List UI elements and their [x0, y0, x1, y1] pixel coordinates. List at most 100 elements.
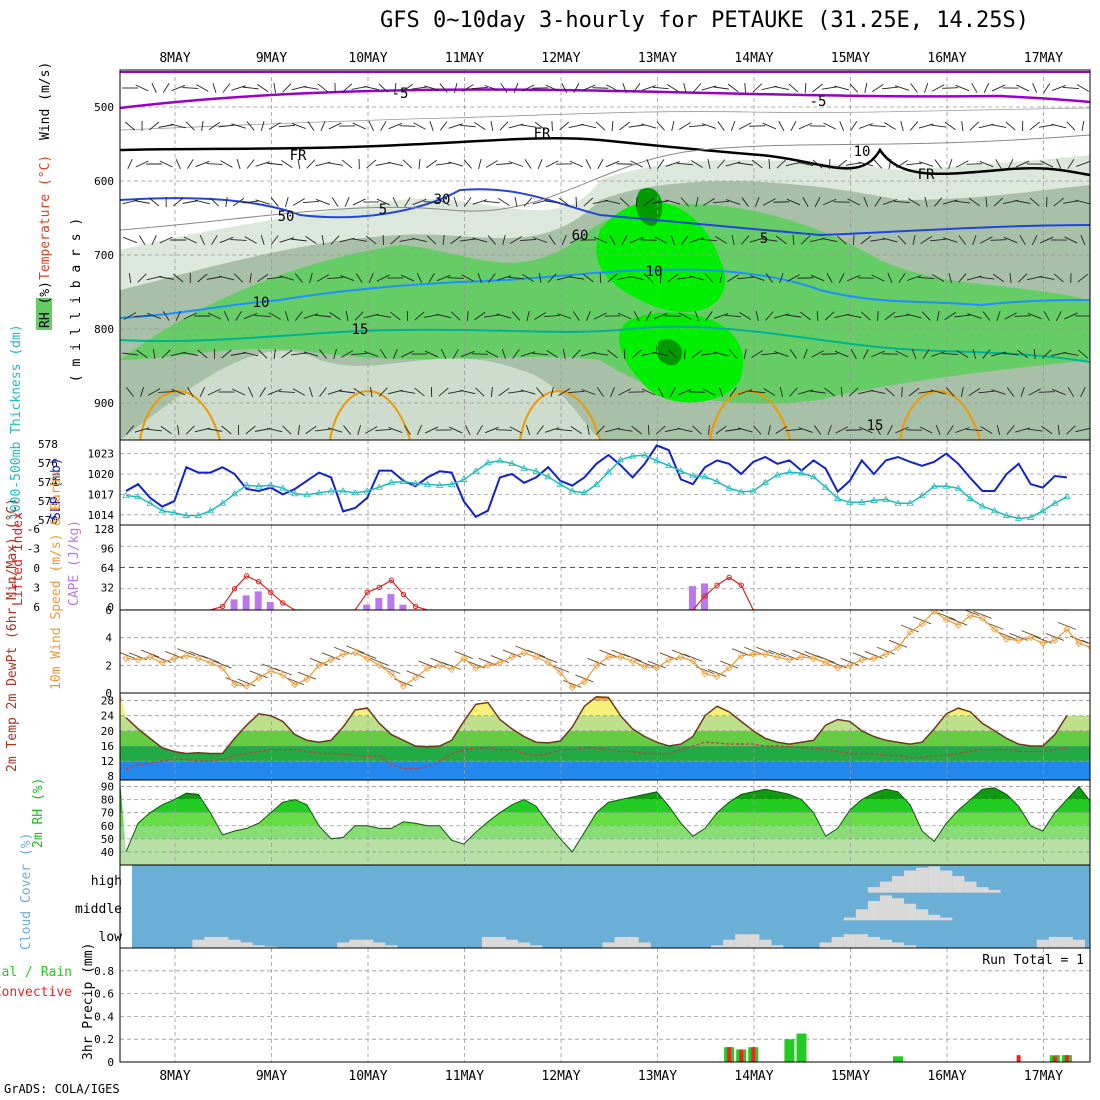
- wind-barb: [599, 272, 602, 284]
- thickness-point: [291, 490, 299, 497]
- lifted-index-point: [726, 574, 732, 581]
- rh-tick: 50: [101, 833, 114, 846]
- wind-barb: [1006, 425, 1015, 435]
- wind-barb: [586, 310, 591, 322]
- cloud-low-bar: [1036, 939, 1049, 948]
- cloud-low-bar: [747, 934, 760, 948]
- cloud-panel: [132, 865, 1090, 948]
- wind-barb: [954, 200, 971, 204]
- wind-barb: [471, 353, 488, 355]
- wind-barb: [839, 120, 845, 132]
- contour-label: FR: [290, 148, 307, 164]
- wind-barb: [333, 348, 337, 360]
- isotherm-20: [1089, 435, 1090, 440]
- thickness-point: [833, 494, 842, 501]
- wind-barb: [152, 348, 156, 360]
- wind-speed-point: [966, 611, 974, 620]
- wind-barb: [948, 272, 952, 284]
- wind-barb: [375, 429, 392, 431]
- footer-credit: GrADS: COLA/IGES: [4, 1082, 120, 1096]
- wind-barb: [522, 274, 534, 282]
- wind-barb: [394, 82, 397, 94]
- wind-barb: [1057, 424, 1060, 436]
- wind-barb: [160, 425, 172, 435]
- wind-speed-point: [882, 650, 890, 658]
- wind-barb: [845, 162, 862, 166]
- wind-barb: [930, 124, 947, 128]
- wind-barb: [668, 349, 678, 359]
- wind-barb: [594, 312, 607, 320]
- wind-barb: [146, 428, 163, 432]
- chart-title: GFS 0~10day 3-hourly for PETAUKE (31.25E…: [380, 8, 1030, 33]
- wind-barb: [466, 310, 469, 322]
- wind-speed-point: [665, 656, 673, 664]
- wind-barb: [242, 86, 259, 90]
- wind-speed-point: [749, 650, 757, 658]
- lifted-index-point: [376, 584, 383, 591]
- wind-barb: [725, 314, 742, 318]
- lifted-index-point: [364, 589, 370, 595]
- wind-barb: [715, 236, 727, 244]
- thickness-point: [737, 488, 745, 495]
- wind-barb: [978, 276, 995, 280]
- wind-barb: [547, 273, 557, 283]
- cloud-high-bar: [916, 867, 929, 893]
- wind-barb: [218, 124, 235, 128]
- wind-barb: [512, 349, 520, 359]
- wind-barb: [212, 82, 217, 94]
- wind-speed-point: [194, 654, 202, 662]
- cloud-low-bar: [892, 942, 905, 948]
- wind-barb: [776, 159, 787, 169]
- wind-barb: [170, 123, 186, 129]
- wind-barb: [171, 84, 186, 92]
- cloud-high-bar: [879, 881, 893, 893]
- wind-barb: [956, 350, 969, 358]
- wind-barb: [339, 390, 356, 394]
- wind-barb: [533, 237, 548, 243]
- wind-barb: [738, 122, 752, 130]
- wind-barb: [678, 388, 692, 396]
- cloud-low-bar: [264, 946, 277, 948]
- wind-barb: [513, 82, 519, 94]
- wind-barb: [536, 387, 545, 397]
- wind-barb: [713, 200, 730, 204]
- wind-barb: [619, 197, 630, 207]
- wind-barb: [786, 198, 801, 206]
- wind-barb: [404, 425, 411, 435]
- wind-barb: [219, 236, 234, 244]
- wind-barb: [1051, 85, 1066, 91]
- wind-barb: [862, 349, 869, 359]
- wind-barb: [665, 161, 680, 167]
- wind-barb: [510, 236, 522, 244]
- wind-barb: [452, 349, 459, 359]
- wind-barb: [826, 273, 833, 283]
- wind-barb: [162, 311, 170, 321]
- wind-barb: [173, 197, 184, 207]
- wind-barb: [201, 120, 204, 132]
- wind-barb: [667, 273, 679, 283]
- wind-barb: [898, 273, 906, 283]
- wind-barb: [643, 197, 655, 207]
- contour-label: 50: [278, 209, 295, 225]
- wind-barb: [343, 425, 352, 435]
- wind-speed-point: [1039, 639, 1047, 647]
- wind-barb: [499, 121, 509, 131]
- thickness-point: [520, 464, 528, 471]
- wind-speed-point: [375, 661, 383, 669]
- wind-barb: [368, 121, 374, 131]
- thickness-point: [846, 498, 854, 505]
- wind-barb: [477, 272, 482, 284]
- wind-barb: [895, 350, 909, 358]
- wind-barb: [885, 387, 895, 397]
- wind-barb: [449, 426, 463, 434]
- wind-barb: [1067, 159, 1075, 169]
- thickness-point: [267, 481, 275, 488]
- wind-barb: [243, 351, 259, 357]
- thickness-point: [713, 477, 721, 484]
- wind-barb: [158, 276, 174, 280]
- rh-tick: 70: [101, 807, 114, 820]
- wind-speed-point: [785, 656, 794, 664]
- wind-barb: [958, 273, 967, 283]
- wind-barb: [849, 83, 859, 93]
- contour-label: 15: [352, 322, 369, 338]
